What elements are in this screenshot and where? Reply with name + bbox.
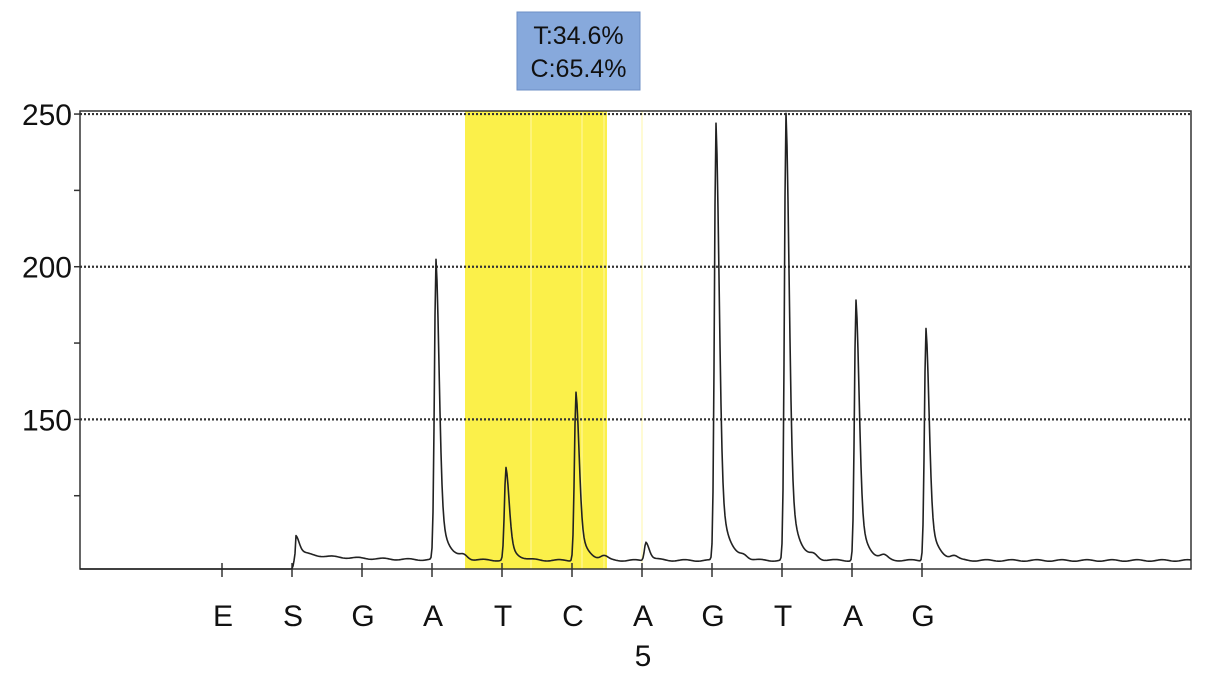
x-base-label: E [213, 600, 233, 633]
y-tick-label: 250 [22, 99, 72, 132]
x-base-label: G [701, 600, 724, 633]
x-base-label: T [494, 600, 512, 633]
y-tick-label: 200 [22, 252, 72, 285]
x-base-label: G [911, 600, 934, 633]
x-base-label: C [562, 600, 584, 633]
trace-line [80, 112, 1192, 570]
x-base-label: A [423, 600, 443, 633]
readout-box [516, 11, 641, 91]
readout-text: T:34.6% [533, 22, 623, 50]
position-marker-label: 5 [635, 640, 652, 673]
plot-frame [79, 110, 1192, 570]
x-base-label: A [633, 600, 653, 633]
readout-text: C:65.4% [531, 55, 627, 83]
x-base-label: A [843, 600, 863, 633]
x-base-label: G [351, 600, 374, 633]
highlight-region [465, 111, 607, 569]
x-base-label: T [774, 600, 792, 633]
y-tick-label: 150 [22, 404, 72, 437]
x-base-label: S [283, 600, 303, 633]
